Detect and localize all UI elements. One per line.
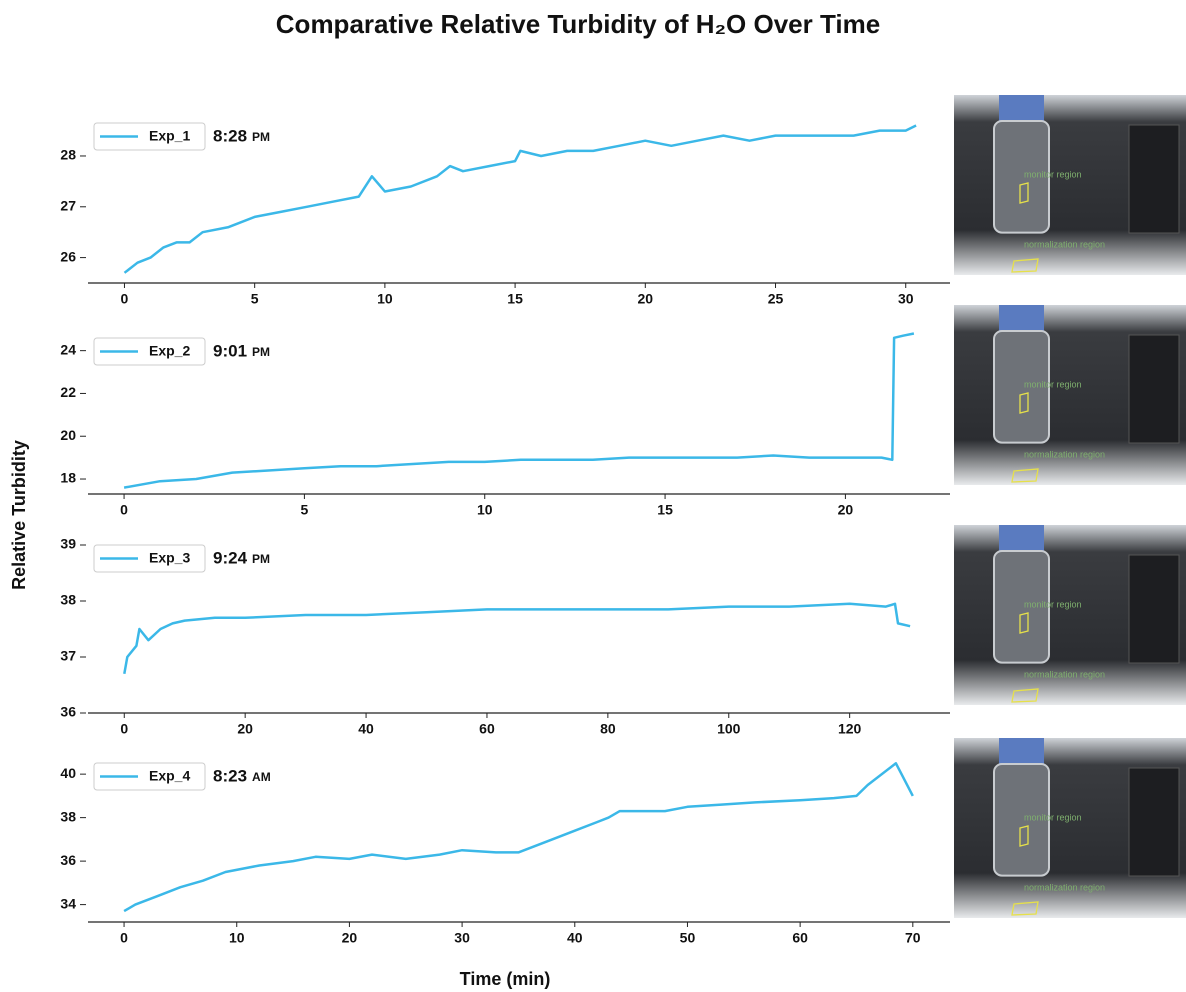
photo-slot (1128, 124, 1180, 234)
title: Comparative Relative Turbidity of H₂O Ov… (276, 9, 880, 39)
norm-roi (1011, 901, 1039, 916)
monitor-roi (1019, 825, 1029, 847)
time-period: PM (252, 552, 270, 566)
x-tick-label: 40 (567, 930, 583, 946)
time-label: 9:01 (213, 341, 247, 360)
x-tick-label: 25 (768, 291, 784, 307)
monitor-label: monitor region (1024, 599, 1082, 609)
y-axis-label: Relative Turbidity (9, 440, 29, 590)
x-tick-label: 20 (237, 721, 253, 737)
x-tick-label: 70 (905, 930, 921, 946)
time-label: 8:23 (213, 766, 247, 785)
y-tick-label: 36 (60, 704, 76, 720)
y-tick-label: 36 (60, 852, 76, 868)
data-line (123, 602, 911, 675)
x-tick-label: 80 (600, 721, 616, 737)
vial (993, 120, 1050, 234)
x-tick-label: 10 (477, 502, 493, 518)
legend-box (93, 762, 206, 791)
x-tick-label: 5 (301, 502, 309, 518)
y-tick-label: 20 (60, 427, 76, 443)
x-tick-label: 40 (358, 721, 374, 737)
x-tick-label: 0 (120, 502, 128, 518)
legend-label: Exp_1 (149, 128, 190, 144)
monitor-roi (1019, 392, 1029, 414)
y-tick-label: 28 (60, 147, 76, 163)
y-tick-label: 27 (60, 197, 76, 213)
x-tick-label: 15 (507, 291, 523, 307)
vial (993, 550, 1050, 664)
norm-roi (1011, 468, 1039, 483)
y-tick-label: 18 (60, 470, 76, 486)
x-tick-label: 20 (342, 930, 358, 946)
legend-box (93, 544, 206, 573)
x-tick-label: 20 (838, 502, 854, 518)
time-period: AM (252, 770, 271, 784)
monitor-label: monitor region (1024, 812, 1082, 822)
norm-roi (1011, 258, 1039, 273)
data-line (123, 762, 914, 913)
time-label: 8:28 (213, 126, 247, 145)
x-tick-label: 60 (792, 930, 808, 946)
y-tick-label: 34 (60, 895, 76, 911)
monitor-roi (1019, 612, 1029, 634)
photo-slot (1128, 554, 1180, 664)
photos: monitor region normalization region monito… (954, 95, 1186, 918)
x-tick-label: 100 (717, 721, 741, 737)
norm-label: normalization region (1024, 882, 1105, 892)
vial-cap (999, 525, 1044, 553)
y-tick-label: 38 (60, 808, 76, 824)
time-period: PM (252, 345, 270, 359)
x-tick-label: 0 (120, 930, 128, 946)
time-period: PM (252, 130, 270, 144)
y-tick-label: 22 (60, 384, 76, 400)
monitor-label: monitor region (1024, 169, 1082, 179)
y-tick-label: 39 (60, 536, 76, 552)
monitor-label: monitor region (1024, 379, 1082, 389)
x-tick-label: 0 (120, 721, 128, 737)
norm-label: normalization region (1024, 239, 1105, 249)
norm-roi (1011, 688, 1039, 703)
vial-cap (999, 305, 1044, 333)
data-line (123, 332, 915, 489)
x-tick-label: 10 (229, 930, 245, 946)
photo-slot (1128, 767, 1180, 877)
legend-box (93, 337, 206, 366)
norm-label: normalization region (1024, 449, 1105, 459)
legend-label: Exp_2 (149, 343, 190, 359)
x-tick-label: 30 (898, 291, 914, 307)
data-line (123, 124, 917, 274)
photo-slot (1128, 334, 1180, 444)
x-tick-label: 15 (657, 502, 673, 518)
x-tick-label: 5 (251, 291, 259, 307)
y-tick-label: 38 (60, 592, 76, 608)
y-tick-label: 40 (60, 765, 76, 781)
x-tick-label: 60 (479, 721, 495, 737)
x-tick-label: 10 (377, 291, 393, 307)
x-tick-label: 30 (454, 930, 470, 946)
legend-label: Exp_3 (149, 550, 190, 566)
y-tick-label: 24 (60, 341, 76, 357)
monitor-roi (1019, 182, 1029, 204)
x-tick-label: 50 (680, 930, 696, 946)
norm-label: normalization region (1024, 669, 1105, 679)
vial (993, 330, 1050, 444)
x-tick-label: 120 (838, 721, 862, 737)
x-tick-label: 0 (121, 291, 129, 307)
vial-cap (999, 738, 1044, 766)
vial-cap (999, 95, 1044, 123)
x-axis-label: Time (min) (460, 969, 551, 989)
vial (993, 763, 1050, 877)
time-label: 9:24 (213, 548, 248, 567)
legend-label: Exp_4 (149, 768, 190, 784)
y-tick-label: 26 (60, 248, 76, 264)
x-tick-label: 20 (638, 291, 654, 307)
y-tick-label: 37 (60, 648, 76, 664)
legend-box (93, 122, 206, 151)
